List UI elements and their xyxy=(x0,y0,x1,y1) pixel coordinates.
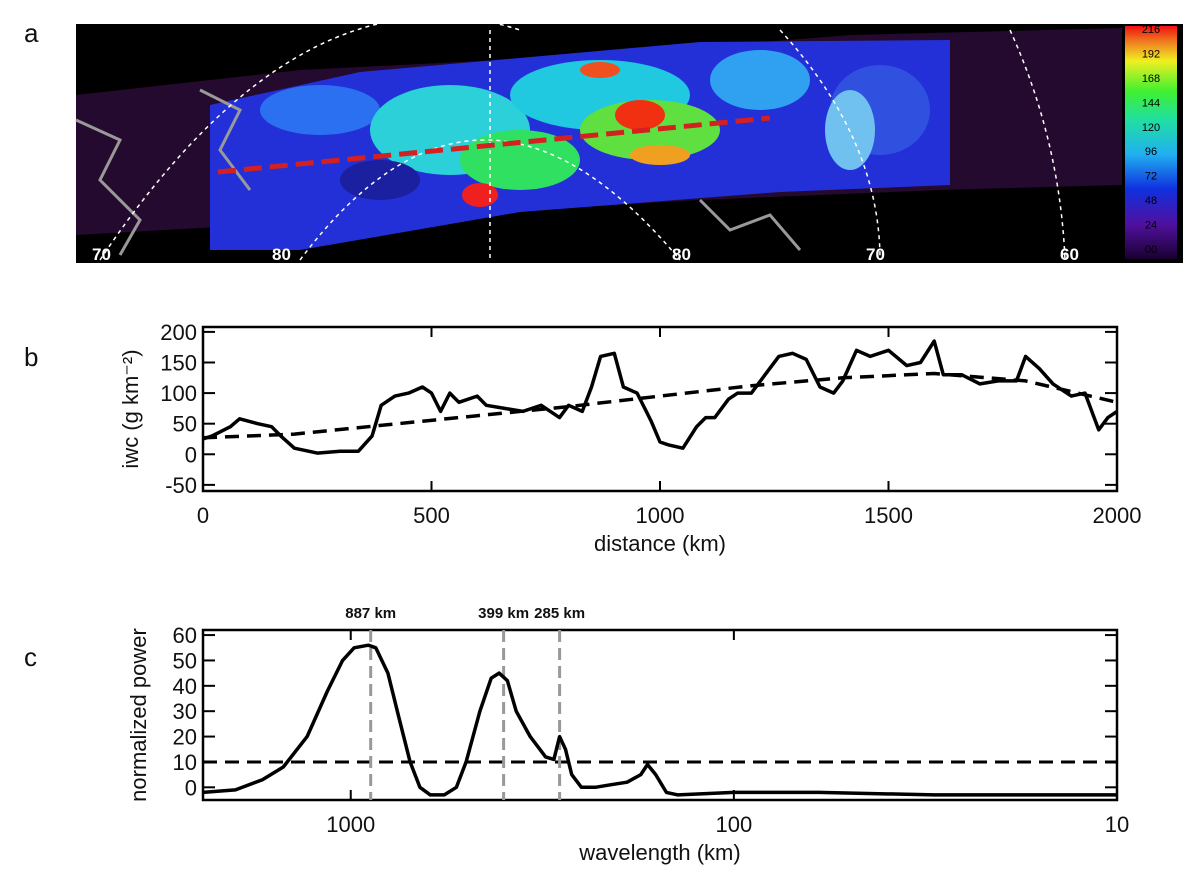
colorbar-label: 216 xyxy=(1142,24,1160,36)
colorbar-label: 24 xyxy=(1145,220,1157,232)
colorbar-label: 96 xyxy=(1145,146,1157,158)
y-tick-label: 150 xyxy=(160,350,197,375)
plot-frame xyxy=(201,325,1119,493)
y-tick-label: 50 xyxy=(173,412,197,437)
x-tick-label: 1000 xyxy=(326,812,375,837)
x-axis-label: wavelength (km) xyxy=(578,840,740,865)
y-tick-label: 20 xyxy=(173,725,197,750)
panel-label: a xyxy=(24,18,39,48)
latitude-label: 80 xyxy=(272,245,291,264)
colorbar-label: 144 xyxy=(1142,97,1160,109)
x-tick-label: 2000 xyxy=(1093,503,1142,528)
y-tick-label: 100 xyxy=(160,381,197,406)
x-tick-label: 0 xyxy=(197,503,209,528)
latitude-label: 70 xyxy=(92,245,111,264)
y-tick-label: 0 xyxy=(185,775,197,800)
y-tick-label: 40 xyxy=(173,674,197,699)
y-tick-label: 10 xyxy=(173,750,197,775)
data-line xyxy=(202,643,1117,797)
colorbar-label: 72 xyxy=(1145,171,1157,183)
latitude-label: 60 xyxy=(1060,245,1079,264)
y-tick-label: 0 xyxy=(185,442,197,467)
latitude-label: 80 xyxy=(672,245,691,264)
x-tick-label: 10 xyxy=(1105,812,1129,837)
colorbar-label: 192 xyxy=(1142,48,1160,60)
annotation: 887 km xyxy=(345,605,396,622)
colorbar-label: 120 xyxy=(1142,122,1160,134)
y-tick-label: 30 xyxy=(173,699,197,724)
colorbar-label: 00 xyxy=(1145,244,1157,256)
annotation: 285 km xyxy=(534,605,585,622)
x-tick-label: 1500 xyxy=(864,503,913,528)
plot-frame xyxy=(201,628,1119,802)
panel-label: b xyxy=(24,342,38,372)
annotation: 399 km xyxy=(478,605,529,622)
latitude-label: 70 xyxy=(866,245,885,264)
y-axis-label: iwc (g km⁻²) xyxy=(118,349,143,468)
map-image xyxy=(75,16,1183,263)
x-tick-label: 500 xyxy=(413,503,450,528)
y-tick-label: 50 xyxy=(173,648,197,673)
panel-label: c xyxy=(24,642,37,672)
colorbar-label: 168 xyxy=(1142,73,1160,85)
y-tick-label: 60 xyxy=(173,623,197,648)
data-line xyxy=(202,339,1118,455)
x-tick-label: 1000 xyxy=(636,503,685,528)
y-axis-label: normalized power xyxy=(126,628,151,802)
x-tick-label: 100 xyxy=(716,812,753,837)
colorbar-label: 48 xyxy=(1145,195,1157,207)
x-axis-label: distance (km) xyxy=(594,531,726,556)
y-tick-label: 200 xyxy=(160,320,197,345)
y-tick-label: -50 xyxy=(165,473,197,498)
